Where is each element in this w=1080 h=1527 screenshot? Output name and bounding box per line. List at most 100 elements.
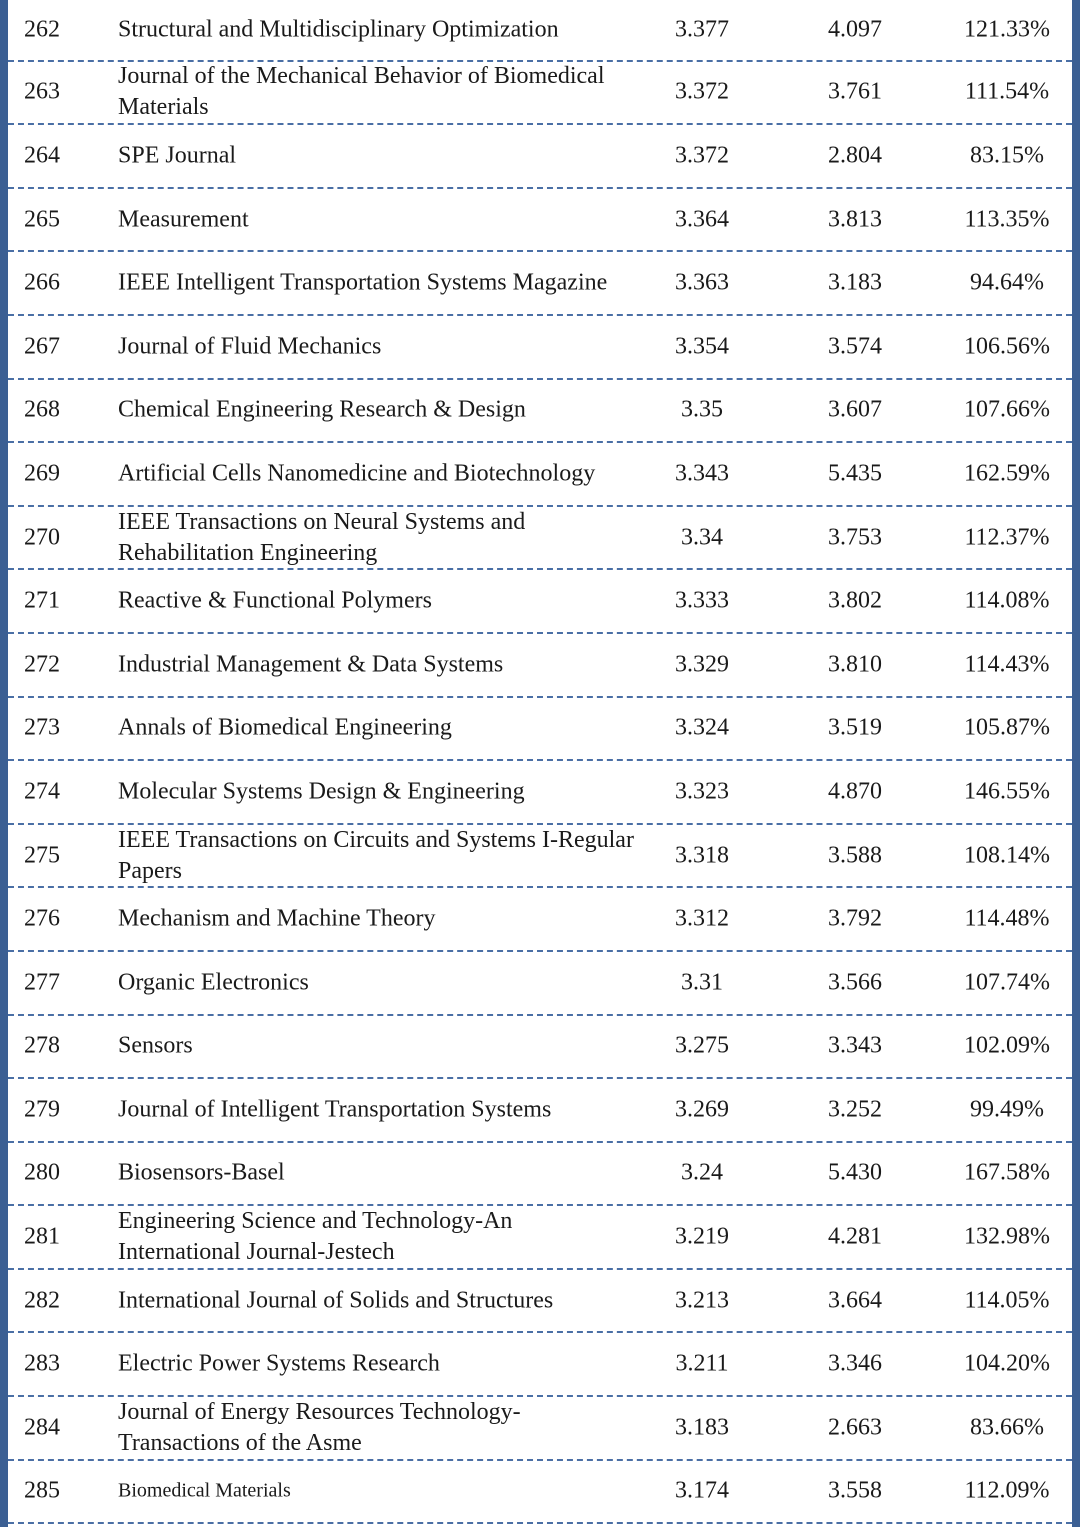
ratio-cell: 114.48% [964,905,1050,932]
impact-factor-cell: 3.343 [675,460,729,487]
realtime-if-cell: 3.183 [828,269,882,296]
journal-name-cell: Journal of Energy Resources Technology-T… [118,1398,521,1456]
journal-name-cell: Biosensors-Basel [118,1159,285,1186]
journal-name-cell: SPE Journal [118,142,237,169]
realtime-if-cell: 3.802 [828,587,882,614]
rank-cell: 281 [24,1223,60,1250]
journal-name-cell: International Journal of Solids and Stru… [118,1287,554,1314]
ratio-cell: 106.56% [964,333,1050,360]
rank-cell: 270 [24,524,60,551]
impact-factor-cell: 3.329 [675,651,729,678]
ratio-cell: 132.98% [964,1223,1050,1250]
journal-name-cell: Artificial Cells Nanomedicine and Biotec… [118,460,596,487]
impact-factor-cell: 3.211 [675,1350,729,1377]
rank-cell: 283 [24,1350,60,1377]
impact-factor-cell: 3.323 [675,778,729,805]
journal-name-cell: Structural and Multidisciplinary Optimiz… [118,16,559,43]
rank-cell: 279 [24,1096,60,1123]
rank-cell: 265 [24,206,60,233]
ratio-cell: 111.54% [964,78,1050,105]
realtime-if-cell: 3.558 [828,1477,882,1504]
table-row: 265 Measurement 3.364 3.813 113.35% [8,189,1072,253]
table-row: 283 Electric Power Systems Research 3.211 3… [8,1333,1072,1398]
journal-name-cell: Electric Power Systems Research [118,1350,440,1377]
journal-name-cell: Annals of Biomedical Engineering [118,714,452,741]
impact-factor-cell: 3.372 [675,78,729,105]
ratio-cell: 108.14% [964,842,1050,869]
ratio-cell: 113.35% [964,206,1050,233]
table-row: 268 Chemical Engineering Research & Desig… [8,380,1072,444]
rank-cell: 280 [24,1159,60,1186]
rank-cell: 273 [24,714,60,741]
table-row: 266 IEEE Intelligent Transportation Syste… [8,252,1072,316]
impact-factor-cell: 3.275 [675,1032,729,1059]
journal-name-cell: Journal of the Mechanical Behavior of Bi… [118,63,605,121]
table-row: 277 Organic Electronics 3.31 3.566 107.74% [8,952,1072,1016]
impact-factor-cell: 3.219 [675,1223,729,1250]
ratio-cell: 94.64% [970,269,1044,296]
rank-cell: 285 [24,1477,60,1504]
table-row: 264 SPE Journal 3.372 2.804 83.15% [8,125,1072,189]
impact-factor-cell: 3.363 [675,269,729,296]
realtime-if-cell: 2.804 [828,142,882,169]
ratio-cell: 112.37% [964,524,1050,551]
realtime-if-cell: 3.753 [828,524,882,551]
rank-cell: 275 [24,842,60,869]
table-row: 278 Sensors 3.275 3.343 102.09% [8,1016,1072,1080]
impact-factor-cell: 3.269 [675,1096,729,1123]
realtime-if-cell: 4.281 [828,1223,882,1250]
realtime-if-cell: 5.435 [828,460,882,487]
ratio-cell: 114.05% [964,1287,1050,1314]
journal-name-cell: Journal of Intelligent Transportation Sy… [118,1096,552,1123]
realtime-if-cell: 4.097 [828,16,882,43]
rank-cell: 271 [24,587,60,614]
ratio-cell: 107.66% [964,396,1050,423]
ratio-cell: 114.43% [964,651,1050,678]
rank-cell: 268 [24,396,60,423]
journal-name-cell: Reactive & Functional Polymers [118,587,432,614]
rank-cell: 284 [24,1414,60,1441]
table-row: 285 Biomedical Materials 3.174 3.558 112.09% [8,1461,1072,1525]
table-row: 273 Annals of Biomedical Engineering 3.324… [8,698,1072,762]
realtime-if-cell: 3.252 [828,1096,882,1123]
rank-cell: 277 [24,969,60,996]
ratio-cell: 167.58% [964,1159,1050,1186]
rank-cell: 267 [24,333,60,360]
realtime-if-cell: 2.663 [828,1414,882,1441]
realtime-if-cell: 3.761 [828,78,882,105]
impact-factor-cell: 3.31 [681,969,723,996]
table-row: 272 Industrial Management & Data Systems 3… [8,634,1072,698]
impact-factor-cell: 3.213 [675,1287,729,1314]
journal-name-cell: Chemical Engineering Research & Design [118,396,526,423]
ratio-cell: 162.59% [964,460,1050,487]
table-row: 274 Molecular Systems Design & Engineerin… [8,761,1072,825]
table-row: 263 Journal of the Mechanical Behavior of… [8,62,1072,126]
table-row: 275 IEEE Transactions on Circuits and Sys… [8,825,1072,889]
journal-name-cell: Biomedical Materials [118,1479,291,1502]
impact-factor-cell: 3.377 [675,16,729,43]
rank-cell: 282 [24,1287,60,1314]
rank-cell: 276 [24,905,60,932]
rank-cell: 266 [24,269,60,296]
ratio-cell: 83.15% [970,142,1044,169]
realtime-if-cell: 3.810 [828,651,882,678]
impact-factor-cell: 3.24 [681,1159,723,1186]
journal-name-cell: Engineering Science and Technology-An In… [118,1208,513,1266]
journal-name-cell: IEEE Intelligent Transportation Systems … [118,269,608,296]
table-row: 279 Journal of Intelligent Transportation… [8,1079,1072,1143]
realtime-if-cell: 3.566 [828,969,882,996]
rank-cell: 272 [24,651,60,678]
journal-name-cell: Industrial Management & Data Systems [118,651,504,678]
journal-name-cell: Molecular Systems Design & Engineering [118,778,525,805]
realtime-if-cell: 3.346 [828,1350,882,1377]
table-row: 271 Reactive & Functional Polymers 3.333 3.… [8,570,1072,634]
ratio-cell: 105.87% [964,714,1050,741]
impact-factor-cell: 3.364 [675,206,729,233]
ratio-cell: 146.55% [964,778,1050,805]
realtime-if-cell: 3.792 [828,905,882,932]
impact-factor-cell: 3.354 [675,333,729,360]
realtime-if-cell: 3.343 [828,1032,882,1059]
impact-factor-cell: 3.312 [675,905,729,932]
realtime-if-cell: 3.664 [828,1287,882,1314]
